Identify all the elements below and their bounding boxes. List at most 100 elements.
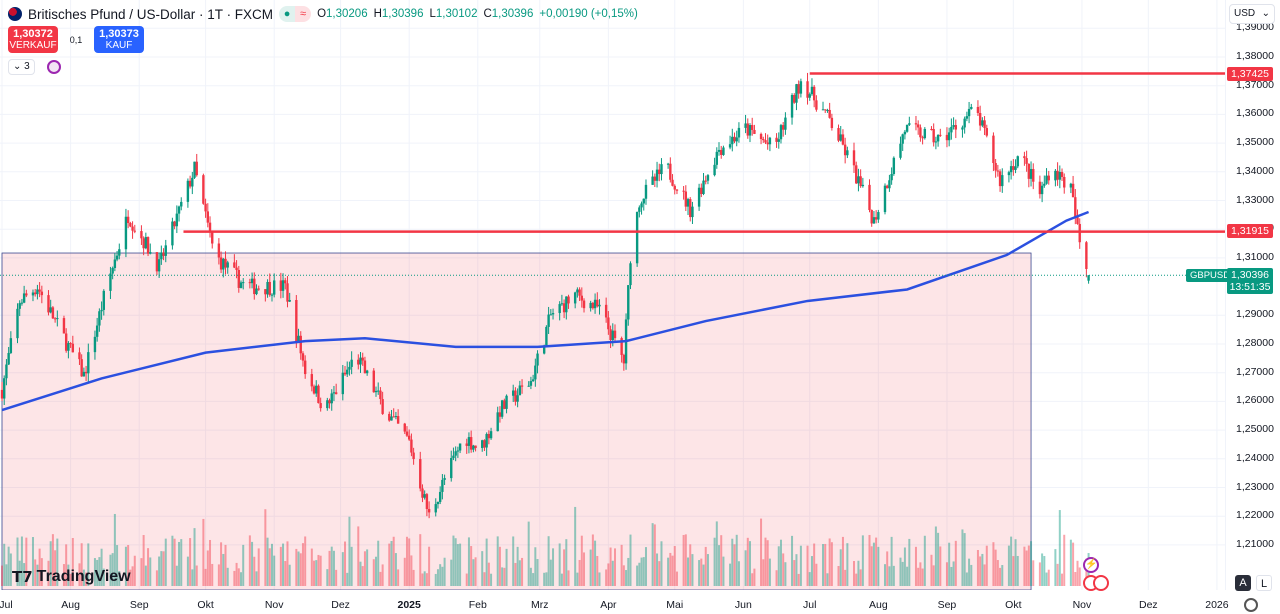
volume-bar — [49, 541, 52, 586]
candle — [146, 237, 150, 254]
sell-button[interactable]: 1,30372 VERKAUF — [8, 26, 58, 53]
candle — [5, 364, 8, 379]
volume-bar — [503, 567, 506, 586]
candle — [886, 185, 889, 189]
volume-bar — [923, 535, 926, 586]
price-chart[interactable] — [0, 0, 1225, 590]
candle — [945, 134, 949, 141]
candle — [124, 216, 128, 250]
volume-bar — [392, 536, 395, 586]
volume-bar — [452, 535, 455, 586]
volume-bar — [764, 537, 767, 586]
candle — [978, 112, 982, 126]
candle — [764, 140, 767, 143]
price-tick-label: 1,22000 — [1236, 509, 1274, 522]
currency-select[interactable]: USD ⌄ — [1229, 4, 1275, 24]
candle — [93, 336, 97, 353]
candle — [549, 314, 553, 316]
delayed-data-icon: ≈ — [295, 6, 312, 22]
volume-bar — [861, 535, 864, 586]
volume-bar — [996, 560, 999, 586]
time-tick-label: 2025 — [397, 599, 421, 611]
volume-bar — [69, 573, 72, 586]
settings-gear-icon[interactable] — [1244, 598, 1258, 612]
auto-scale-button[interactable]: A — [1235, 575, 1251, 591]
candle — [996, 170, 1000, 172]
volume-bar — [930, 554, 933, 586]
candle — [790, 95, 794, 118]
volume-bar — [651, 523, 654, 586]
us-flag-event-icon[interactable] — [1093, 575, 1109, 591]
volume-bar — [7, 546, 10, 586]
candle — [498, 412, 502, 417]
volume-bar — [937, 532, 940, 586]
candle — [377, 390, 380, 392]
candle — [644, 184, 648, 199]
volume-bar — [1023, 546, 1026, 586]
candle — [1016, 156, 1019, 167]
candle — [697, 187, 701, 207]
time-tick-label: Dez — [331, 599, 350, 611]
candle — [580, 295, 584, 301]
volume-bar — [346, 572, 349, 586]
candle — [20, 302, 24, 304]
candle — [967, 108, 971, 117]
volume-bar — [459, 543, 462, 586]
tradingview-logo[interactable]: 𝗧𝟳 TradingView — [12, 568, 131, 586]
log-scale-button[interactable]: L — [1256, 575, 1272, 591]
candle — [219, 257, 223, 270]
volume-bar — [1043, 556, 1046, 586]
candle — [604, 304, 608, 318]
buy-button[interactable]: 1,30373 KAUF — [94, 26, 144, 53]
volume-bar — [810, 556, 813, 586]
candle — [281, 280, 285, 291]
candle — [175, 213, 179, 227]
volume-bar — [38, 548, 41, 586]
volume-bar — [899, 557, 902, 586]
candle — [233, 262, 236, 268]
volume-bar — [142, 535, 145, 586]
volume-bar — [1001, 565, 1004, 586]
candle — [843, 144, 847, 156]
volume-bar — [421, 573, 424, 586]
time-tick-label: Nov — [264, 599, 284, 611]
candle — [126, 216, 130, 224]
time-axis[interactable]: Jul Aug Sep Okt Nov Dez 2025 Feb Mrz Apr Mai Jun Jul… — [0, 590, 1280, 614]
volume-bar — [806, 545, 809, 586]
market-status[interactable]: ● ≈ — [279, 6, 312, 22]
candle — [808, 94, 811, 98]
symbol-title[interactable]: Britisches Pfund / US-Dollar · 1T · FXCM — [28, 6, 274, 22]
price-tick-label: 1,37000 — [1236, 78, 1274, 91]
volume-bar — [950, 566, 953, 586]
volume-bar — [656, 553, 659, 586]
volume-bar — [994, 549, 997, 586]
candle — [768, 137, 772, 145]
candle — [53, 318, 57, 320]
volume-bar — [591, 534, 594, 586]
volume-bar — [999, 567, 1002, 586]
candle — [193, 161, 196, 178]
time-tick-label: Aug — [869, 599, 888, 611]
lightning-icon[interactable]: ⚡ — [1083, 557, 1099, 573]
volume-bar — [529, 567, 532, 586]
volume-bar — [762, 559, 765, 586]
volume-bar — [67, 564, 70, 586]
price-axis[interactable]: 1,39000 1,38000 1,37000 1,36000 1,35000 1,340… — [1225, 0, 1280, 590]
sync-icon[interactable] — [46, 60, 61, 74]
candle — [226, 262, 229, 268]
volume-bar — [366, 549, 369, 586]
volume-bar — [799, 545, 802, 586]
volume-bar — [164, 538, 167, 586]
candle — [98, 311, 101, 326]
candle — [704, 180, 707, 182]
volume-bar — [282, 543, 285, 586]
time-tick-label: Sep — [937, 599, 957, 611]
candle — [737, 127, 741, 138]
candle — [536, 353, 539, 366]
volume-bar — [54, 550, 57, 586]
volume-bar — [220, 542, 223, 586]
candle — [744, 123, 747, 128]
volume-bar — [226, 567, 229, 586]
candle — [485, 433, 488, 448]
indicators-toggle[interactable]: ⌄ 3 — [8, 59, 35, 75]
